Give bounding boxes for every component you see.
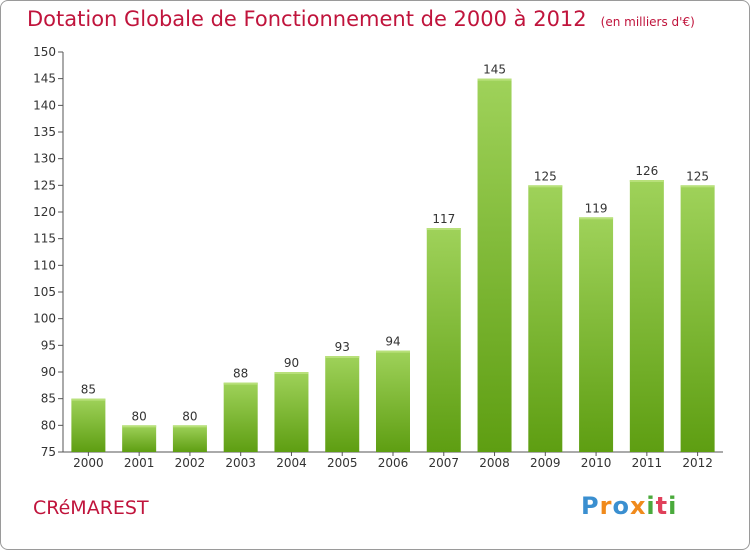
bar-value-label: 119 [585, 201, 608, 215]
bar-top-highlight [528, 185, 563, 188]
bar-top-highlight [477, 78, 512, 81]
bar-value-label: 145 [483, 63, 506, 77]
bar-value-label: 126 [635, 164, 658, 178]
logo-letter: x [629, 492, 647, 520]
x-tick-label: 2006 [378, 456, 409, 470]
x-tick-label: 2005 [327, 456, 358, 470]
bar [274, 372, 309, 452]
bar [71, 398, 106, 452]
bar-value-label: 117 [432, 212, 455, 226]
bar [122, 425, 157, 452]
bar [223, 382, 258, 452]
x-tick-label: 2007 [428, 456, 459, 470]
bar-top-highlight [629, 180, 664, 182]
bar-value-label: 93 [335, 340, 350, 354]
chart-title: Dotation Globale de Fonctionnement de 20… [27, 7, 695, 31]
bar-top-highlight [680, 185, 715, 188]
x-tick-label: 2001 [124, 456, 155, 470]
bar-value-label: 88 [233, 367, 248, 381]
x-tick-label: 2012 [682, 456, 713, 470]
bar-value-label: 94 [385, 335, 400, 349]
bar [477, 78, 512, 453]
bar-top-highlight [579, 217, 614, 220]
logo-letter: r [599, 492, 613, 520]
proxiti-logo: Proxiti [581, 492, 677, 520]
bar [172, 425, 207, 452]
y-tick-label: 100 [33, 312, 56, 326]
bar-top-highlight [274, 372, 309, 374]
y-tick-label: 80 [41, 418, 56, 432]
bar [325, 356, 360, 452]
bar [579, 217, 614, 452]
y-axis: 75 80 85 90 95 100 105 110 115 120 125 130 135 140 145… [33, 45, 64, 459]
bar [376, 350, 410, 452]
bar-top-highlight [122, 425, 157, 428]
bars-group: 85 80 80 88 90 93 94 117 145 125 119 126 125 [71, 63, 715, 453]
y-tick-label: 130 [33, 152, 56, 166]
bar [528, 185, 563, 453]
x-tick-label: 2011 [632, 456, 663, 470]
logo-letter: t [655, 492, 669, 520]
y-tick-label: 125 [33, 178, 56, 192]
bar [629, 180, 664, 452]
bar-top-highlight [223, 382, 258, 385]
y-tick-label: 90 [41, 365, 56, 379]
bar [426, 228, 461, 452]
bar-value-label: 85 [81, 383, 96, 397]
y-tick-label: 115 [33, 232, 56, 246]
bar-value-label: 125 [686, 169, 709, 183]
logo-letter: i [646, 492, 656, 520]
x-tick-label: 2009 [530, 456, 561, 470]
y-tick-label: 150 [33, 45, 56, 59]
y-tick-label: 135 [33, 125, 56, 139]
logo-letter: P [581, 492, 600, 520]
y-tick-label: 140 [33, 98, 56, 112]
x-tick-label: 2003 [225, 456, 256, 470]
y-tick-label: 145 [33, 72, 56, 86]
y-tick-label: 75 [41, 445, 56, 459]
y-tick-label: 85 [41, 392, 56, 406]
chart-subtitle: (en milliers d'€) [600, 15, 695, 29]
bar-top-highlight [71, 398, 106, 401]
bar-value-label: 125 [534, 169, 557, 183]
bar-value-label: 80 [182, 409, 197, 423]
bar-top-highlight [172, 425, 207, 428]
bar-value-label: 90 [284, 356, 299, 370]
y-tick-label: 110 [33, 258, 56, 272]
commune-name: CRéMAREST [33, 497, 149, 519]
x-tick-label: 2008 [479, 456, 510, 470]
y-tick-label: 95 [41, 338, 56, 352]
x-tick-label: 2000 [73, 456, 104, 470]
x-axis: 2000 2001 2002 2003 2004 2005 2006 2007 2008 2009… [63, 451, 723, 470]
bar-top-highlight [376, 350, 410, 353]
y-tick-label: 105 [33, 285, 56, 299]
x-tick-label: 2010 [581, 456, 612, 470]
bar [680, 185, 715, 453]
x-tick-label: 2004 [276, 456, 307, 470]
chart-title-text: Dotation Globale de Fonctionnement de 20… [27, 7, 587, 31]
y-tick-label: 120 [33, 205, 56, 219]
bar-top-highlight [426, 228, 461, 230]
x-tick-label: 2002 [175, 456, 206, 470]
bar-top-highlight [325, 356, 360, 358]
logo-letter: o [612, 492, 630, 520]
bar-value-label: 80 [132, 409, 147, 423]
logo-letter: i [668, 492, 678, 520]
